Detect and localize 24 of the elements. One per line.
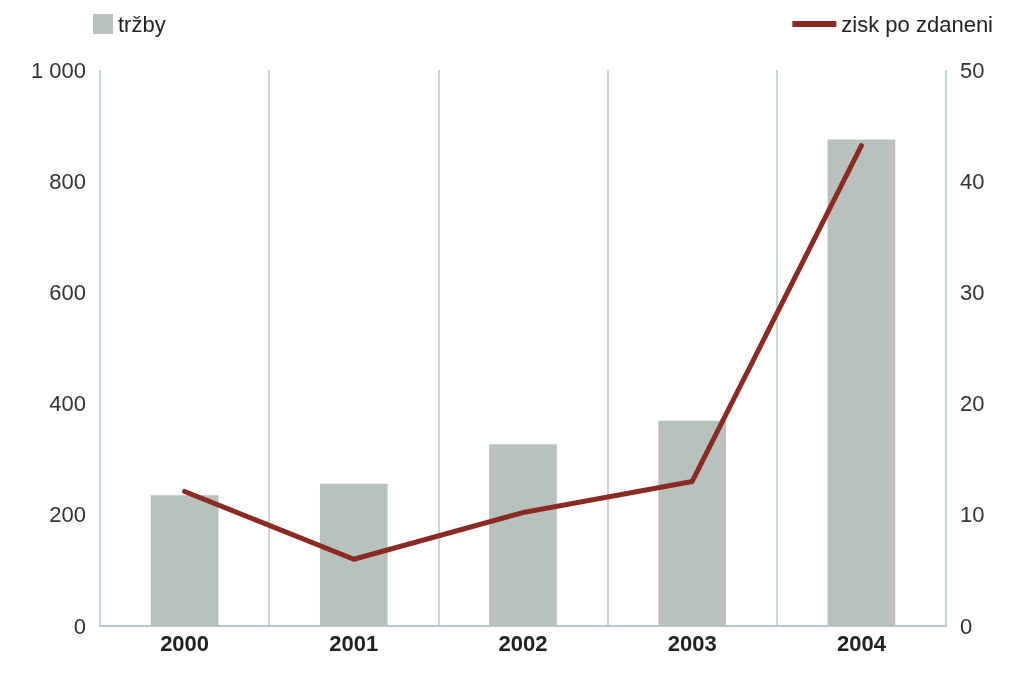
x-tick-label: 2000	[160, 630, 210, 656]
bar	[827, 139, 896, 626]
bar	[319, 483, 388, 626]
legend-label: tržby	[118, 11, 166, 37]
y2-tick-label: 40	[960, 168, 985, 194]
y-tick-label: 1 000	[30, 57, 86, 83]
y2-tick-label: 50	[960, 57, 985, 83]
y2-tick-label: 10	[960, 502, 985, 528]
y2-tick-label: 20	[960, 391, 985, 417]
x-tick-label: 2003	[667, 630, 717, 656]
bar	[150, 495, 219, 626]
x-tick-label: 2002	[498, 630, 548, 656]
y-tick-label: 800	[49, 168, 86, 194]
y-tick-label: 0	[73, 613, 86, 639]
y2-tick-label: 0	[960, 613, 973, 639]
x-tick-label: 2004	[836, 630, 887, 656]
y-tick-label: 600	[49, 279, 86, 305]
y-tick-label: 400	[49, 391, 86, 417]
y-tick-label: 200	[49, 502, 86, 528]
y2-tick-label: 30	[960, 279, 985, 305]
legend-label: zisk po zdaneni	[841, 11, 994, 37]
x-tick-label: 2001	[329, 630, 379, 656]
bar	[658, 420, 727, 626]
bar	[489, 444, 557, 626]
